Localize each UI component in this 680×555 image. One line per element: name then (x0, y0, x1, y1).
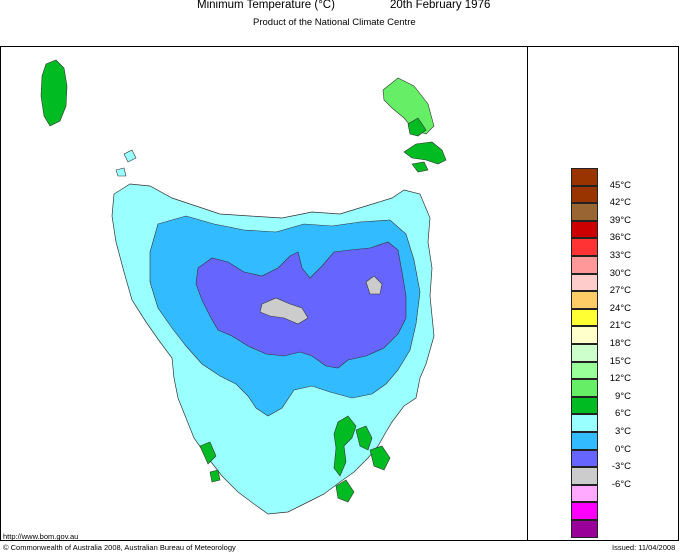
legend-label: 39°C (609, 214, 631, 226)
legend-label: 27°C (609, 285, 631, 297)
legend-swatch (571, 467, 598, 485)
legend-swatch (571, 238, 598, 256)
legend-swatch (571, 379, 598, 397)
legend-swatch (571, 449, 598, 468)
legend-label: 24°C (609, 302, 631, 314)
legend-swatch (571, 185, 598, 204)
legend-label: -6°C (611, 478, 631, 490)
legend-swatch (571, 414, 598, 432)
temp-band-9c-se-3 (369, 445, 391, 471)
legend-swatch (571, 361, 598, 380)
title-date: 20th February 1976 (390, 0, 491, 11)
title-variable: Minimum Temperature (°C) (197, 0, 335, 11)
legend-swatch (571, 291, 598, 309)
legend-label: 15°C (609, 355, 631, 367)
temp-band-0c-ne (365, 275, 383, 295)
temp-band-3c (195, 241, 407, 369)
temp-band-9c-se-4 (335, 479, 355, 503)
legend-swatch (571, 203, 598, 221)
tasmania-temperature-map (40, 59, 447, 515)
map-frame (0, 46, 679, 541)
nw-islet-2 (115, 167, 127, 177)
legend-label: 45°C (609, 179, 631, 191)
legend-label: 21°C (609, 320, 631, 332)
legend-swatch (571, 396, 598, 415)
flinders-island (382, 77, 435, 135)
legend-swatch (571, 308, 598, 327)
temp-band-9c-s (209, 469, 221, 483)
legend-label: 30°C (609, 267, 631, 279)
legend-label: 12°C (609, 373, 631, 385)
legend-swatch (571, 502, 598, 520)
legend-label: 18°C (609, 338, 631, 349)
temp-band-9c-se-2 (355, 425, 373, 451)
legend-swatch (571, 484, 598, 503)
legend-label: 36°C (609, 232, 631, 244)
legend-label: 9°C (615, 390, 631, 402)
footer-url: http://www.bom.gov.au (3, 532, 79, 541)
temp-band-9c-se-1 (333, 415, 357, 477)
legend-label: 3°C (615, 426, 631, 437)
map-subtitle: Product of the National Climate Centre (253, 17, 416, 28)
legend-swatch (571, 432, 598, 450)
legend-swatch (571, 344, 598, 362)
legend-label: 33°C (609, 250, 631, 261)
king-island (40, 59, 68, 127)
legend-label: 42°C (609, 197, 631, 209)
temp-band-0c-central (259, 297, 309, 325)
legend-swatch (571, 520, 598, 538)
legend-label: 0°C (615, 443, 631, 455)
footer-copyright: © Commonwealth of Australia 2008, Austra… (3, 543, 236, 552)
temp-band-9c-sw (199, 441, 217, 465)
clarke-island (411, 161, 429, 173)
legend-swatch-top (571, 168, 598, 186)
legend-swatch (571, 220, 598, 239)
nw-islet-1 (123, 149, 137, 163)
cape-barren-island (403, 141, 447, 165)
legend-swatch (571, 326, 598, 344)
legend-swatch (571, 256, 598, 274)
footer-issued: Issued: 11/04/2008 (612, 543, 676, 552)
map-title: Minimum Temperature (°C) 20th February 1… (0, 0, 680, 13)
legend-label: -3°C (611, 461, 631, 473)
legend-swatch (571, 273, 598, 292)
legend-label: 6°C (615, 408, 631, 420)
flinders-island-south (407, 117, 427, 137)
